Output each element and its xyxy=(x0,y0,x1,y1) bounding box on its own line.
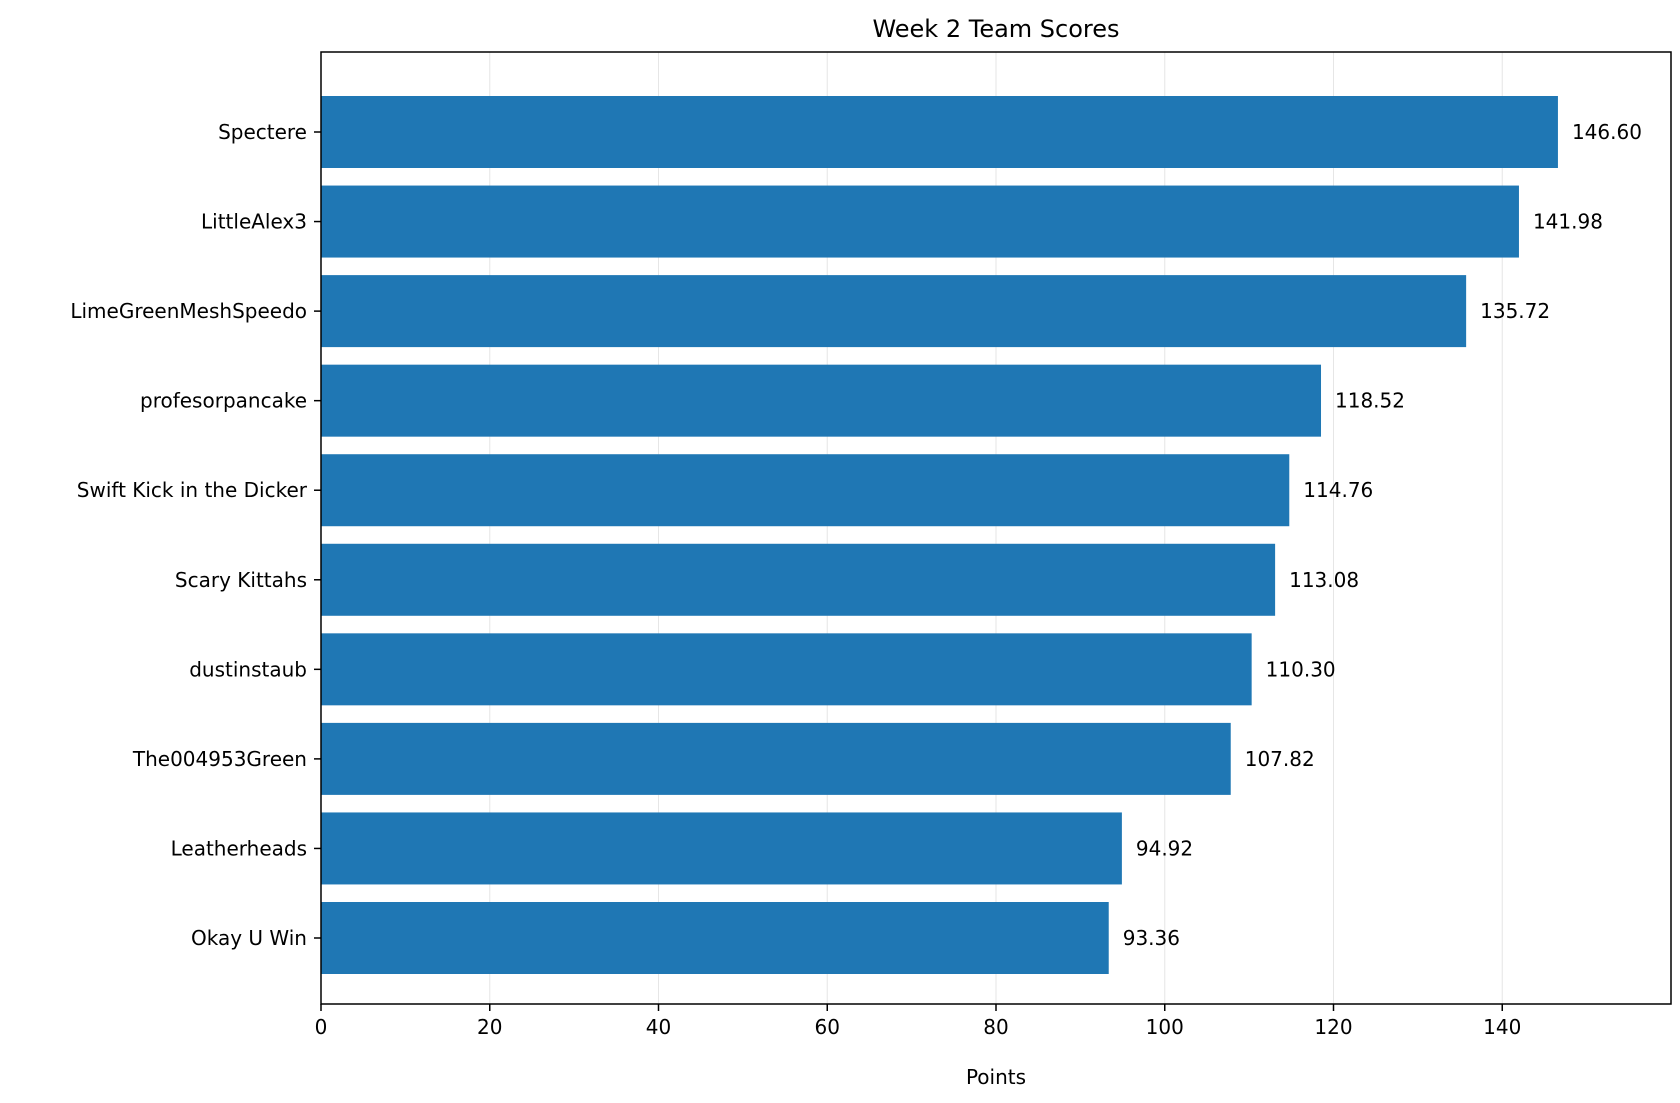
y-tick-label: LimeGreenMeshSpeedo xyxy=(70,299,307,323)
bar-value-label: 94.92 xyxy=(1136,836,1193,860)
bar xyxy=(321,902,1109,974)
y-tick-label: Swift Kick in the Dicker xyxy=(77,478,308,502)
value-labels: 146.60 141.98 135.72 118.52 114.76 113.08 110.… xyxy=(1123,120,1642,950)
bar-value-label: 141.98 xyxy=(1533,210,1603,234)
bar-value-label: 118.52 xyxy=(1335,389,1405,413)
y-tick-label: The004953Green xyxy=(132,747,307,771)
bar-value-label: 146.60 xyxy=(1572,120,1642,144)
y-tick-label: dustinstaub xyxy=(189,657,307,681)
y-tick-label: LittleAlex3 xyxy=(201,210,307,234)
y-tick-label: Leatherheads xyxy=(171,836,307,860)
x-axis-ticks: 0 20 40 60 80 100 120 140 xyxy=(315,1004,1521,1039)
bar xyxy=(321,96,1558,168)
x-tick-label: 60 xyxy=(815,1015,840,1039)
bar-value-label: 107.82 xyxy=(1245,747,1315,771)
x-tick-label: 0 xyxy=(315,1015,328,1039)
bar xyxy=(321,633,1252,706)
bar-value-label: 135.72 xyxy=(1480,299,1550,323)
x-tick-label: 140 xyxy=(1483,1015,1521,1039)
y-tick-label: profesorpancake xyxy=(140,389,307,413)
bars xyxy=(321,96,1558,974)
bar xyxy=(321,812,1122,885)
y-tick-label: Spectere xyxy=(218,120,307,144)
x-tick-label: 20 xyxy=(477,1015,502,1039)
bar xyxy=(321,275,1467,348)
x-tick-label: 40 xyxy=(646,1015,671,1039)
x-tick-label: 100 xyxy=(1146,1015,1184,1039)
chart-title: Week 2 Team Scores xyxy=(872,15,1119,43)
bar-value-label: 93.36 xyxy=(1123,926,1180,950)
y-axis-ticks: Spectere LittleAlex3 LimeGreenMeshSpeedo pr… xyxy=(70,120,321,950)
bar xyxy=(321,722,1231,795)
bar xyxy=(321,185,1519,258)
bar xyxy=(321,364,1322,437)
bar xyxy=(321,454,1290,527)
x-tick-label: 80 xyxy=(983,1015,1008,1039)
y-tick-label: Okay U Win xyxy=(191,926,307,950)
bar-value-label: 114.76 xyxy=(1303,478,1373,502)
bar xyxy=(321,543,1276,616)
x-tick-label: 120 xyxy=(1314,1015,1352,1039)
bar-value-label: 113.08 xyxy=(1289,568,1359,592)
y-tick-label: Scary Kittahs xyxy=(175,568,307,592)
x-axis-label: Points xyxy=(966,1065,1026,1089)
bar-value-label: 110.30 xyxy=(1266,657,1336,681)
plot-frame xyxy=(320,51,1672,1005)
